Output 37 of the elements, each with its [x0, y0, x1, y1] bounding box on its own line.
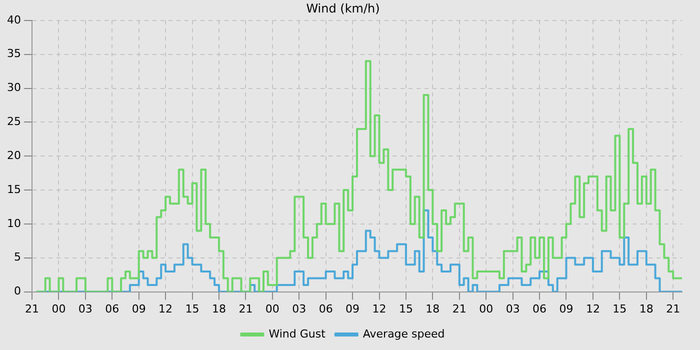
x-tick-label: 12 [372, 302, 386, 316]
y-tick-label: 25 [6, 115, 21, 128]
x-tick-label: 00 [479, 302, 494, 316]
x-tick-label: 09 [559, 302, 574, 316]
x-tick-label: 21 [666, 302, 680, 316]
x-tick-label: 09 [346, 302, 360, 316]
y-tick-label: 40 [6, 13, 21, 26]
x-tick-label: 03 [292, 302, 306, 316]
y-tick-label: 15 [6, 182, 21, 196]
x-tick-label: 09 [132, 302, 146, 316]
x-tick-label: 21 [238, 302, 253, 316]
y-tick-label: 35 [6, 47, 21, 60]
x-tick-label: 03 [506, 302, 520, 316]
x-tick-label: 06 [105, 302, 120, 316]
x-tick-label: 12 [586, 302, 600, 316]
x-tick-label: 15 [612, 302, 627, 316]
y-tick-label: 20 [6, 148, 21, 162]
x-tick-label: 15 [185, 302, 200, 316]
x-tick-label: 21 [24, 302, 39, 316]
chart-title: Wind (km/h) [306, 1, 380, 16]
y-tick-label: 10 [6, 216, 21, 230]
x-tick-label: 12 [158, 302, 173, 316]
y-tick-label: 30 [6, 81, 21, 94]
y-tick-label: 5 [14, 250, 21, 264]
legend-label: Average speed [362, 327, 445, 340]
x-tick-label: 18 [426, 302, 440, 316]
x-tick-label: 18 [212, 302, 226, 316]
x-tick-label: 18 [639, 302, 654, 316]
x-tick-label: 03 [78, 302, 92, 316]
x-tick-label: 06 [318, 302, 333, 316]
x-tick-label: 15 [398, 302, 413, 316]
x-tick-label: 21 [452, 302, 466, 316]
y-tick-label: 0 [14, 284, 21, 298]
x-tick-label: 00 [52, 302, 66, 316]
x-tick-label: 00 [265, 302, 280, 316]
legend-label: Wind Gust [268, 327, 326, 340]
x-tick-label: 06 [532, 302, 547, 316]
